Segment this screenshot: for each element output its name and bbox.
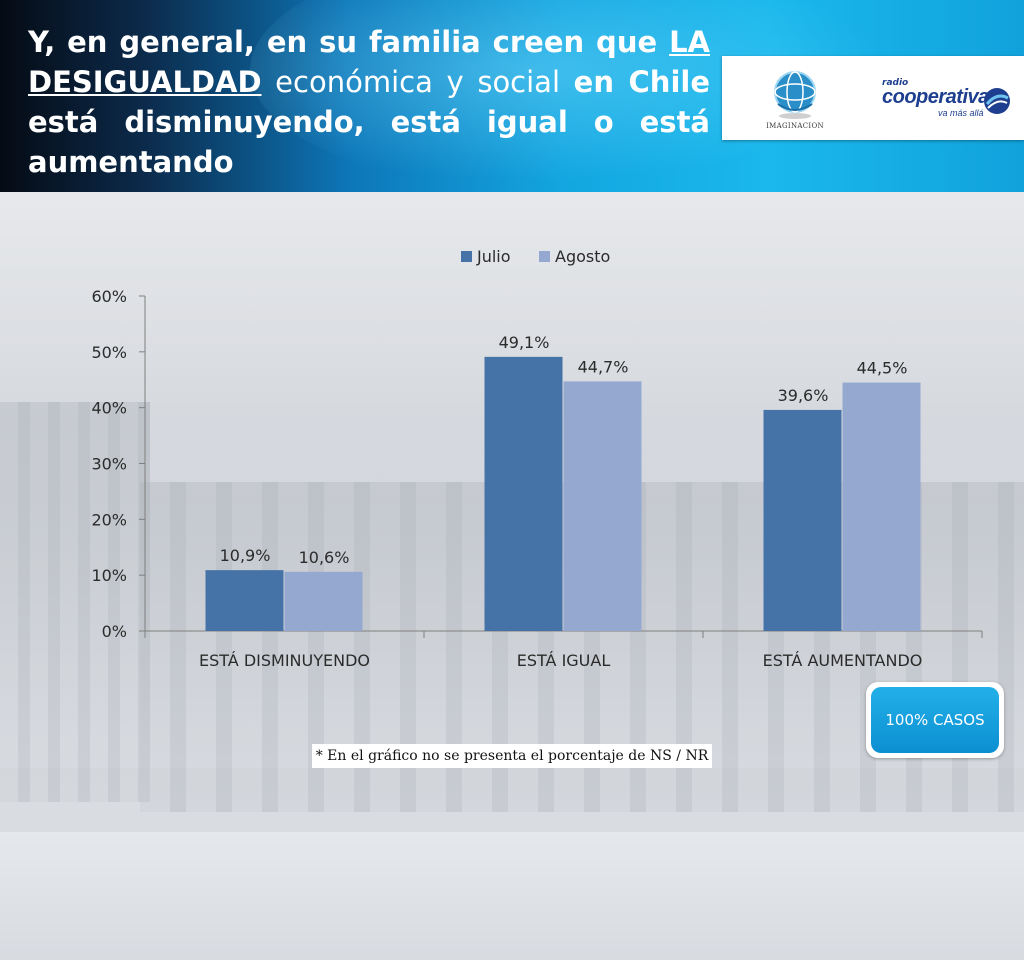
data-label: 10,6% <box>299 548 350 567</box>
title-part-4: en Chile está disminuyendo, está igual o… <box>28 65 710 179</box>
bars: 10,9% 10,6% 49,1% 44,7% 39,6% 44,5% <box>205 333 921 631</box>
x-axis: ESTÁ DISMINUYENDO ESTÁ IGUAL ESTÁ AUMENTAN… <box>144 630 983 670</box>
y-tick-label: 50% <box>91 343 127 362</box>
y-tick-label: 60% <box>91 287 127 306</box>
x-tick-label: ESTÁ DISMINUYENDO <box>199 651 370 670</box>
legend: Julio Agosto <box>461 247 610 266</box>
x-tick-label: ESTÁ IGUAL <box>517 651 611 670</box>
x-tick-label: ESTÁ AUMENTANDO <box>763 651 923 670</box>
bar-agosto <box>842 382 921 631</box>
bar-agosto <box>284 571 363 631</box>
data-label: 44,5% <box>857 359 908 378</box>
data-label: 10,9% <box>220 546 271 565</box>
legend-swatch <box>539 251 550 262</box>
building-left <box>0 402 150 802</box>
slide-title: Y, en general, en su familia creen que L… <box>28 22 710 182</box>
data-label: 39,6% <box>778 386 829 405</box>
bar-julio <box>763 409 842 631</box>
y-tick-label: 0% <box>102 622 127 641</box>
title-part-2: LA DESIGUALDAD <box>28 25 710 99</box>
bar-chart: 0%10%20%30%40%50%60% ESTÁ DISMINUYENDO ES… <box>91 247 983 670</box>
y-tick-label: 20% <box>91 510 127 529</box>
y-tick-label: 10% <box>91 566 127 585</box>
plaza <box>0 832 1024 960</box>
bar-julio <box>205 570 284 631</box>
bar-agosto <box>563 381 642 631</box>
legend-label: Agosto <box>555 247 610 266</box>
y-tick-label: 40% <box>91 399 127 418</box>
cooperativa-main-text: cooperativa <box>882 86 989 108</box>
y-axis: 0% 10% 20% 30% 40% 50% 60% <box>91 287 146 641</box>
cooperativa-swoosh-icon <box>984 88 1010 114</box>
footnote: * En el gráfico no se presenta el porcen… <box>312 744 712 768</box>
legend-label: Julio <box>476 247 511 266</box>
casos-badge: 100% CASOS <box>866 682 1004 758</box>
title-part-3: económica y social <box>261 65 574 99</box>
logos-panel: IMAGINACION radio cooperativa va más all… <box>722 56 1024 140</box>
cooperativa-logo: radio cooperativa va más allá <box>882 78 1012 122</box>
cooperativa-tagline: va más allá <box>938 108 984 118</box>
legend-swatch <box>461 251 472 262</box>
data-label: 49,1% <box>499 333 550 352</box>
data-label: 44,7% <box>578 357 629 376</box>
bar-julio <box>484 356 563 631</box>
imaginacion-globe-icon <box>774 71 816 119</box>
imaginacion-logo-text: IMAGINACION <box>766 122 824 130</box>
title-part-1: Y, en general, en su familia creen que <box>28 25 670 59</box>
y-tick-label: 30% <box>91 455 127 474</box>
cooperativa-radio-text: radio <box>882 78 909 88</box>
casos-badge-label: 100% CASOS <box>871 687 999 753</box>
